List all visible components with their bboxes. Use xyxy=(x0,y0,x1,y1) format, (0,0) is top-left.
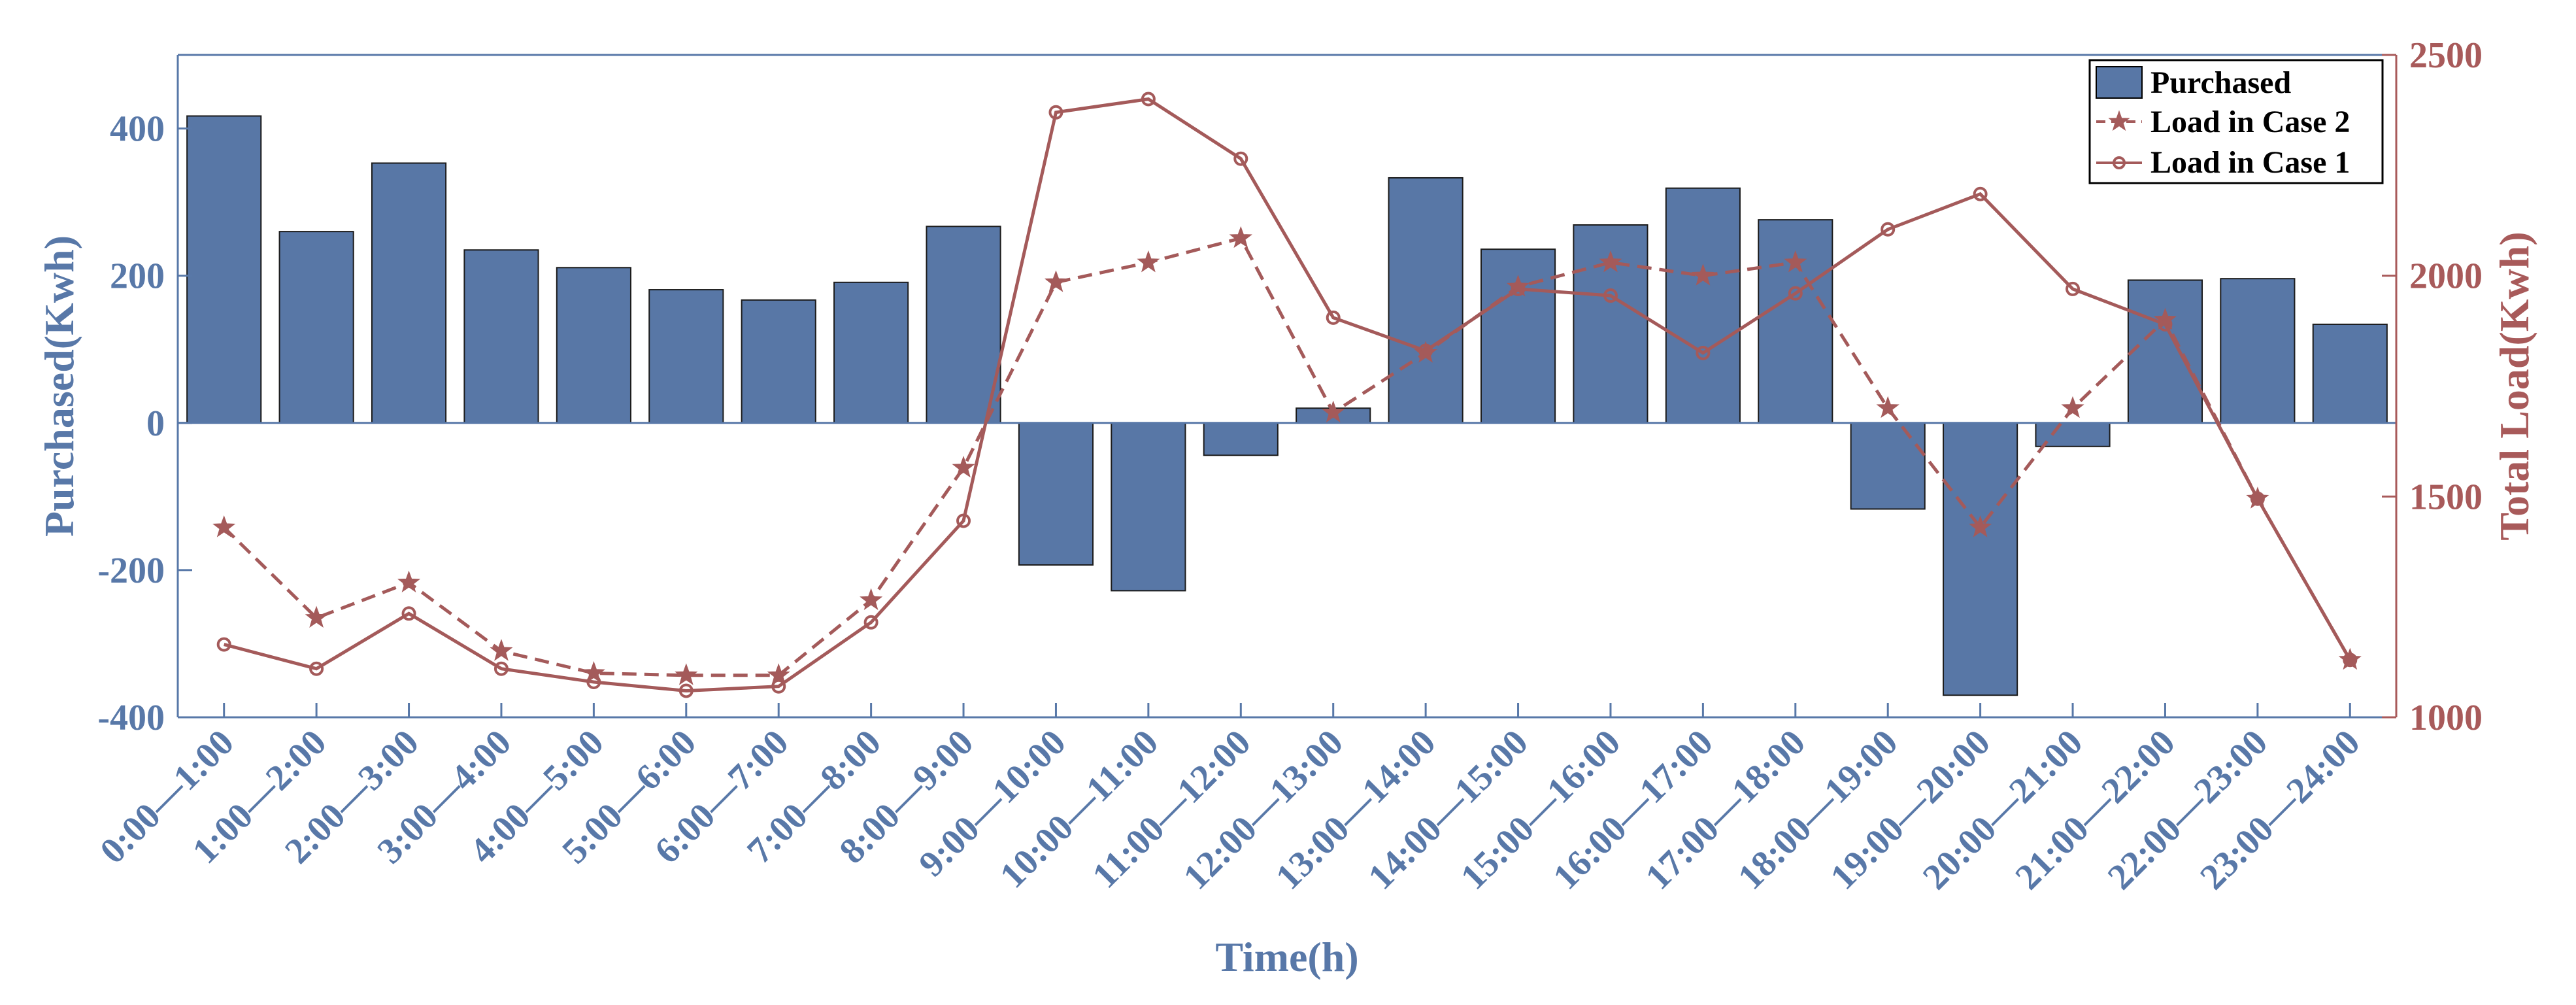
marker-load-case2 xyxy=(490,639,513,661)
right-tick-label: 2000 xyxy=(2409,256,2483,297)
left-tick-label: -400 xyxy=(97,698,165,738)
marker-load-case1 xyxy=(1326,310,1341,325)
marker-load-case2 xyxy=(860,588,883,610)
legend-label-purchased: Purchased xyxy=(2150,65,2291,100)
marker-load-case1 xyxy=(2066,281,2081,296)
marker-load-case2 xyxy=(1044,270,1067,292)
marker-load-case1 xyxy=(1973,186,1988,201)
bar-purchased xyxy=(1850,422,1926,510)
left-y-axis-title: Purchased(Kwh) xyxy=(36,235,82,537)
legend-star-shape xyxy=(2108,110,2130,131)
bar-purchased xyxy=(278,231,354,424)
bar-purchased xyxy=(2220,278,2296,424)
marker-load-case1 xyxy=(216,637,231,652)
marker-load-case2 xyxy=(1876,396,1899,418)
line-load-case2 xyxy=(222,236,2352,677)
marker-load-case1 xyxy=(1603,288,1618,303)
marker-load-case1 xyxy=(1511,281,1526,296)
marker-load-case1 xyxy=(2343,653,2358,668)
bar-purchased xyxy=(1758,219,1833,424)
marker-load-case1 xyxy=(1881,222,1896,237)
marker-load-case2 xyxy=(2061,396,2084,418)
bar-purchased xyxy=(1018,422,1094,566)
marker-load-case2 xyxy=(952,455,975,478)
marker-load-case2 xyxy=(582,661,605,683)
marker-load-case2 xyxy=(305,605,328,628)
marker-load-case2 xyxy=(1784,250,1807,273)
marker-load-case1 xyxy=(771,679,786,694)
plot-frame xyxy=(176,54,2398,719)
bar-purchased xyxy=(1203,422,1279,456)
bar-purchased xyxy=(648,289,724,424)
line-load-case1 xyxy=(224,97,2352,693)
marker-load-case1 xyxy=(586,674,601,689)
marker-load-case2 xyxy=(1691,264,1715,286)
marker-load-case1 xyxy=(1696,345,1711,360)
legend-star-marker xyxy=(2108,110,2130,131)
marker-load-case1 xyxy=(1141,92,1156,107)
marker-load-case2 xyxy=(1969,515,1992,537)
marker-load-case2 xyxy=(1599,250,1622,273)
legend: Purchased Load in Case 2 Load in Case 1 xyxy=(2088,59,2384,184)
marker-load-case1 xyxy=(401,606,416,621)
bar-purchased xyxy=(2312,323,2388,424)
lines-layer xyxy=(212,92,2362,698)
marker-load-case1 xyxy=(956,513,971,528)
legend-swatch-purchased xyxy=(2096,66,2143,99)
marker-load-case1 xyxy=(1788,286,1803,301)
bar-purchased xyxy=(463,249,539,424)
marker-load-case1 xyxy=(2158,316,2173,332)
marker-load-case2 xyxy=(1322,400,1345,422)
marker-load-case1 xyxy=(309,661,324,676)
marker-load-case1 xyxy=(1418,343,1433,358)
bar-purchased xyxy=(1943,422,2018,696)
marker-load-case1 xyxy=(1233,151,1248,166)
marker-load-case1 xyxy=(863,615,878,630)
marker-load-case2 xyxy=(1507,275,1530,297)
left-tick-label: 200 xyxy=(110,256,165,297)
bar-purchased xyxy=(1111,422,1186,592)
marker-load-case2 xyxy=(1137,250,1160,273)
marker-load-case2 xyxy=(212,515,236,537)
bar-purchased xyxy=(1388,177,1464,424)
marker-load-case2 xyxy=(1229,226,1252,248)
right-tick-label: 2500 xyxy=(2409,35,2483,76)
left-tick-label: 0 xyxy=(146,403,165,444)
left-tick-label: -200 xyxy=(97,551,165,591)
bar-purchased xyxy=(556,267,631,424)
right-tick-label: 1500 xyxy=(2409,477,2483,517)
bar-purchased xyxy=(926,226,1001,424)
left-tick-label: 400 xyxy=(110,109,165,150)
marker-load-case1 xyxy=(1048,105,1063,120)
x-axis-title: Time(h) xyxy=(1215,934,1358,980)
bar-purchased xyxy=(1665,187,1741,424)
bar-purchased xyxy=(741,299,816,424)
marker-load-case1 xyxy=(678,683,694,698)
right-y-axis-title: Total Load(Kwh) xyxy=(2491,231,2537,540)
legend-label-load-case2: Load in Case 2 xyxy=(2150,105,2350,139)
marker-load-case2 xyxy=(675,663,698,685)
bar-purchased xyxy=(186,115,262,424)
marker-load-case2 xyxy=(397,570,421,592)
marker-load-case1 xyxy=(2250,491,2265,506)
marker-load-case1 xyxy=(493,661,509,676)
legend-circle-marker xyxy=(2113,156,2126,169)
bar-purchased xyxy=(833,281,909,424)
bar-purchased xyxy=(2127,279,2203,424)
labels-layer: Time(h) Purchased(Kwh) Total Load(Kwh) xyxy=(36,231,2537,980)
right-tick-label: 1000 xyxy=(2409,698,2483,738)
bars-layer xyxy=(186,115,2388,696)
legend-label-load-case1: Load in Case 1 xyxy=(2150,145,2350,180)
bar-purchased xyxy=(371,162,447,424)
